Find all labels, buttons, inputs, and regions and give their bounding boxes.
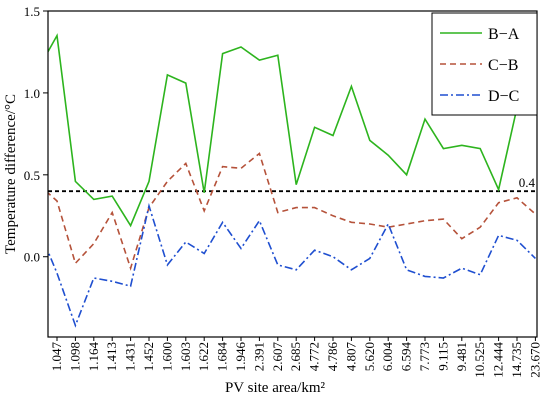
x-tick-label: 7.773	[417, 342, 432, 371]
series-line	[48, 202, 536, 328]
x-tick-label: 14.735	[509, 342, 524, 378]
reference-label: 0.4	[519, 175, 536, 190]
y-tick-label: 0.5	[24, 168, 40, 183]
plot-frame	[47, 10, 538, 338]
x-tick-label: 6.594	[399, 342, 414, 372]
x-tick-label: 5.620	[362, 342, 377, 371]
x-tick-label: 1.413	[104, 342, 119, 371]
x-tick-label: 4.786	[325, 342, 340, 372]
plot-area	[48, 33, 537, 328]
x-tick-label: 1.622	[196, 342, 211, 371]
x-axis-label: PV site area/km²	[225, 380, 326, 396]
x-tick-label: 9.115	[435, 342, 450, 371]
series-line	[48, 152, 536, 271]
x-tick-label: 23.670	[527, 342, 542, 378]
x-tick-label: 10.525	[472, 342, 487, 378]
x-tick-label: 2.391	[251, 342, 266, 371]
x-tick-label: 1.047	[49, 342, 64, 372]
x-tick-label: 4.772	[307, 342, 322, 371]
y-axis-label: Temperature difference/°C	[3, 94, 19, 254]
x-tick-label: 2.607	[270, 342, 285, 372]
x-tick-label: 1.603	[178, 342, 193, 371]
x-tick-label: 12.444	[491, 342, 506, 378]
x-tick-label: 1.164	[86, 342, 101, 372]
y-tick-label: 1.0	[24, 86, 40, 101]
legend-box	[431, 12, 538, 116]
legend-label: D−C	[488, 88, 519, 105]
legend-label: C−B	[488, 57, 518, 74]
series-line	[48, 33, 537, 228]
x-tick-label: 1.431	[123, 342, 138, 371]
x-tick-label: 1.946	[233, 342, 248, 372]
y-tick-label: 0.0	[24, 250, 40, 265]
x-tick-label: 2.685	[288, 342, 303, 371]
x-tick-label: 1.600	[159, 342, 174, 371]
x-tick-label: 6.004	[380, 342, 395, 372]
legend-label: B−A	[488, 26, 520, 43]
x-tick-label: 4.807	[343, 342, 358, 372]
y-tick-label: 1.5	[24, 4, 40, 19]
x-tick-label: 1.098	[67, 342, 82, 371]
x-tick-label: 1.452	[141, 342, 156, 371]
x-tick-label: 1.684	[215, 342, 230, 372]
x-tick-label: 9.481	[454, 342, 469, 371]
